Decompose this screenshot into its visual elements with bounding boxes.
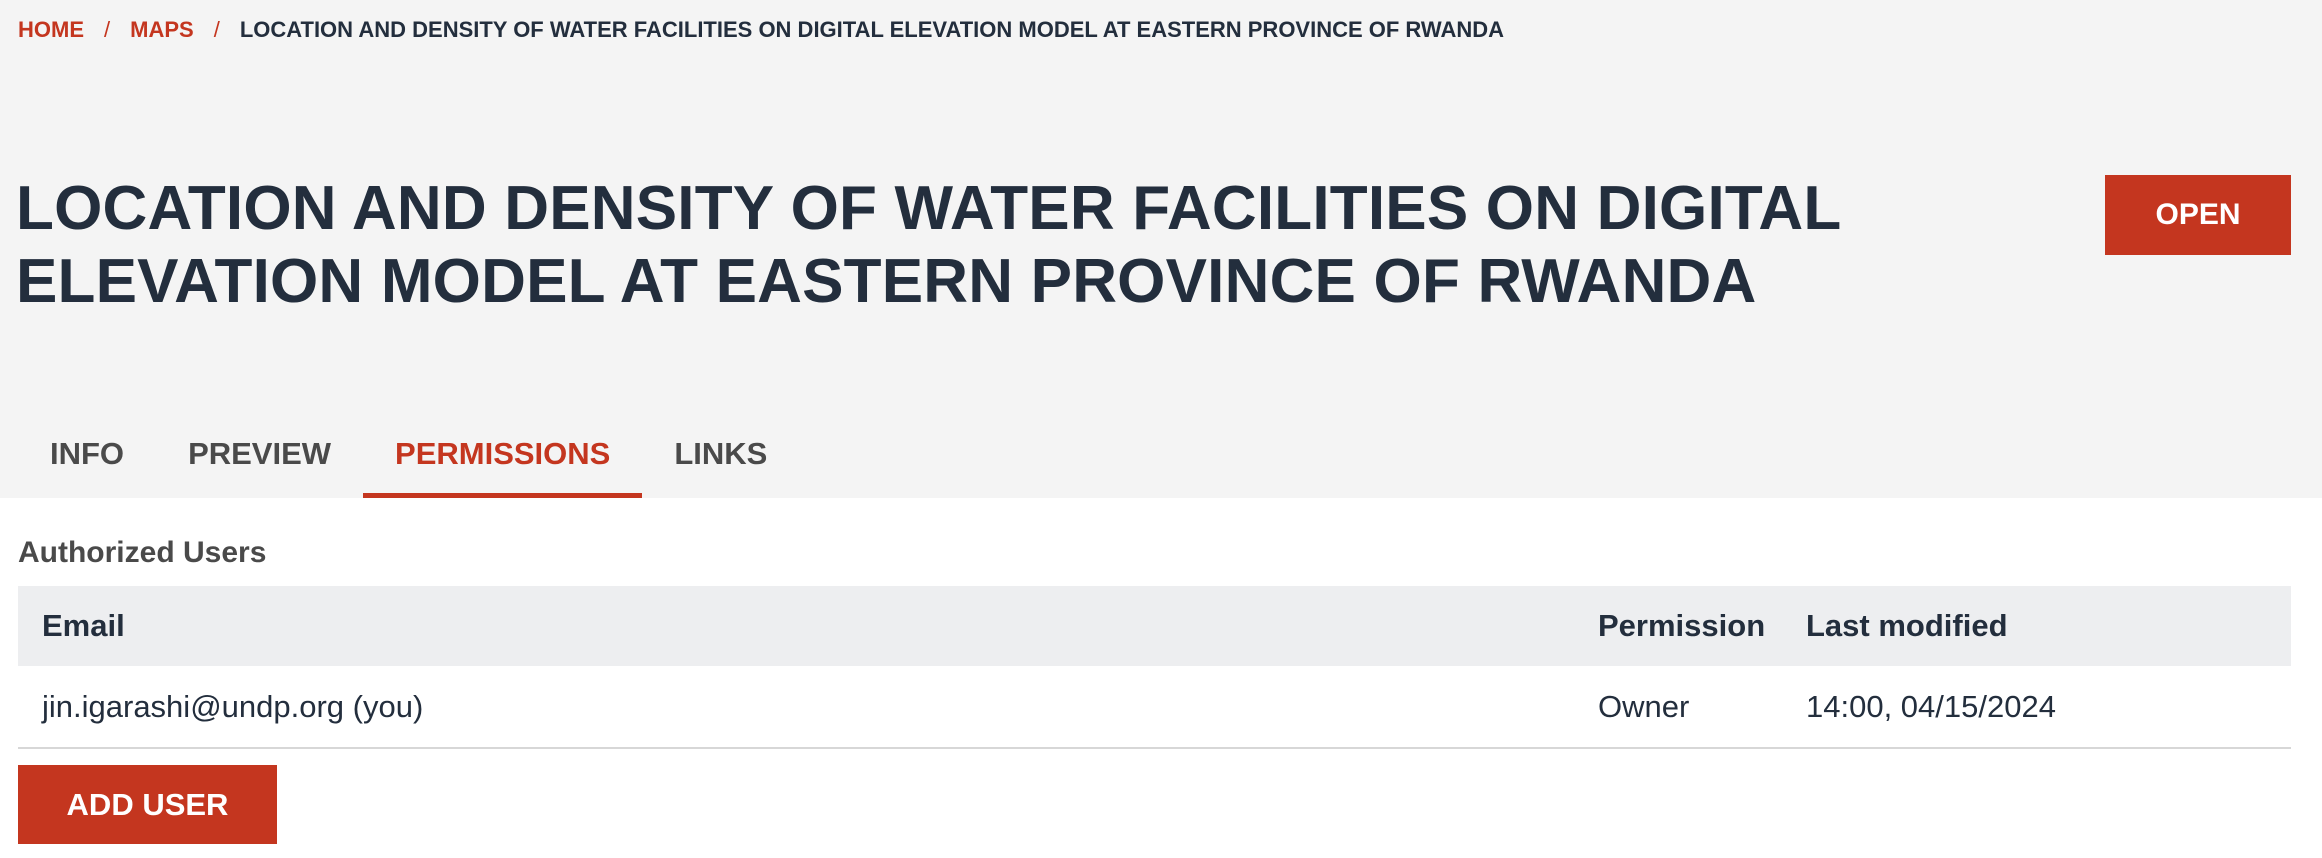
column-header-permission: Permission — [1598, 608, 1766, 643]
tab-bar: INFO PREVIEW PERMISSIONS LINKS — [18, 418, 799, 498]
breadcrumb-current: LOCATION AND DENSITY OF WATER FACILITIES… — [239, 17, 1505, 42]
tab-links[interactable]: LINKS — [674, 436, 768, 471]
table-row: jin.igarashi@undp.org (you) Owner 14:00,… — [18, 666, 2291, 749]
open-button[interactable]: OPEN — [2105, 175, 2291, 255]
tab-permissions[interactable]: PERMISSIONS — [363, 418, 643, 498]
authorized-users-table: Email Permission Last modified jin.igara… — [18, 586, 2291, 749]
table-header-row: Email Permission Last modified — [18, 586, 2291, 666]
tab-preview[interactable]: PREVIEW — [188, 436, 332, 471]
add-user-button[interactable]: ADD USER — [18, 765, 277, 844]
column-header-email: Email — [42, 608, 125, 643]
breadcrumb-maps-link[interactable]: MAPS — [130, 17, 194, 42]
breadcrumb-separator: / — [104, 17, 111, 42]
user-email-cell: jin.igarashi@undp.org (you) — [18, 666, 1598, 749]
user-last-modified-cell: 14:00, 04/15/2024 — [1806, 666, 2291, 749]
page-title: LOCATION AND DENSITY OF WATER FACILITIES… — [16, 174, 1841, 316]
page-header: HOME / MAPS / LOCATION AND DENSITY OF WA… — [0, 0, 2322, 498]
column-header-last-modified: Last modified — [1806, 608, 2008, 643]
authorized-users-heading: Authorized Users — [18, 536, 267, 569]
breadcrumb-home-link[interactable]: HOME — [18, 17, 84, 42]
breadcrumb: HOME / MAPS / LOCATION AND DENSITY OF WA… — [18, 15, 1504, 45]
tab-info[interactable]: INFO — [50, 436, 125, 471]
breadcrumb-separator: / — [213, 17, 220, 42]
user-permission-cell: Owner — [1598, 666, 1806, 749]
